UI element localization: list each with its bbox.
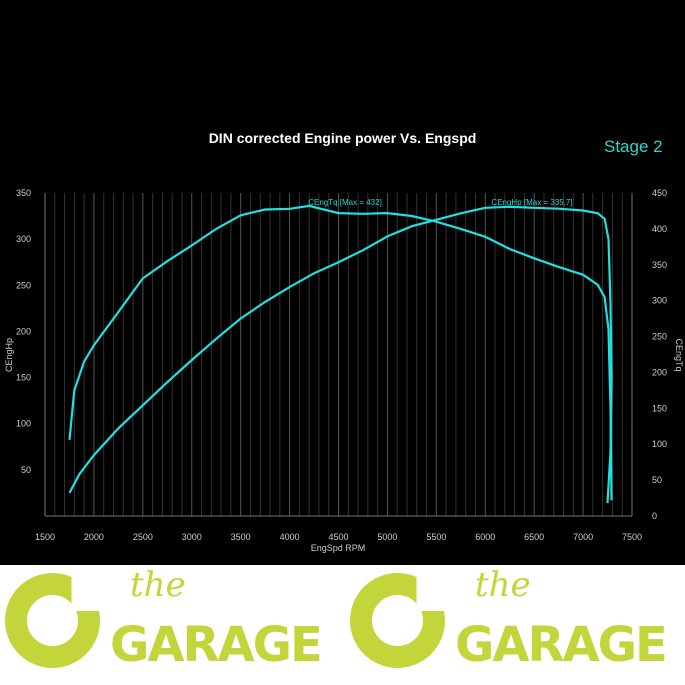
series-line-CEngHp (68, 205, 613, 504)
x-tick-label: 2500 (133, 532, 153, 542)
y2-axis-label: CEngTq (674, 338, 684, 371)
garage-logo: the GARAGE (345, 565, 680, 685)
chart: 1500 2000 2500 3000 3500 4000 4500 5000 5500 6000… (4, 188, 684, 553)
x-tick-label: 6000 (475, 532, 495, 542)
y-tick-label: 100 (16, 419, 31, 429)
y2-tick-label: 150 (652, 403, 667, 413)
x-tick-label: 3000 (182, 532, 202, 542)
x-tick-label: 7500 (622, 532, 642, 542)
stage-label: Stage 2 (604, 137, 663, 156)
chart-title: DIN corrected Engine power Vs. Engspd (208, 130, 477, 146)
g-logo-icon (350, 573, 445, 668)
x-tick-label: 4500 (328, 532, 348, 542)
y2-tick-label: 350 (652, 260, 667, 270)
x-tick-label: 3500 (231, 532, 251, 542)
x-tick-label: 1500 (35, 532, 55, 542)
y-tick-label: 200 (16, 326, 31, 336)
y2-tick-label: 50 (652, 475, 662, 485)
series-label-CEngTq: CEngTq [Max = 432] (308, 198, 382, 207)
x-tick-label: 6500 (524, 532, 544, 542)
x-tick-label: 7000 (573, 532, 593, 542)
x-axis-label: EngSpd RPM (311, 543, 366, 553)
y2-tick-label: 0 (652, 511, 657, 521)
g-logo-icon (5, 573, 100, 668)
y-tick-label: 150 (16, 373, 31, 383)
y2-tick-label: 200 (652, 367, 667, 377)
y-tick-label: 50 (21, 465, 31, 475)
y-tick-label: 350 (16, 188, 31, 198)
y-tick-label: 300 (16, 234, 31, 244)
garage-banner: the GARAGE the GARAGE (0, 565, 685, 685)
x-tick-label: 4000 (280, 532, 300, 542)
x-tick-label: 5500 (426, 532, 446, 542)
y2-tick-label: 400 (652, 224, 667, 234)
series-line-CEngTq (68, 204, 613, 501)
garage-logo: the GARAGE (0, 565, 335, 685)
y-axis-label: CEngHp (4, 338, 14, 372)
y-tick-label: 250 (16, 280, 31, 290)
y2-tick-label: 250 (652, 332, 667, 342)
y2-tick-label: 100 (652, 439, 667, 449)
series-label-CEngHp: CEngHp [Max = 335,7] (491, 198, 572, 207)
x-tick-label: 2000 (84, 532, 104, 542)
y2-tick-label: 300 (652, 296, 667, 306)
x-tick-label: 5000 (377, 532, 397, 542)
y2-tick-label: 450 (652, 188, 667, 198)
